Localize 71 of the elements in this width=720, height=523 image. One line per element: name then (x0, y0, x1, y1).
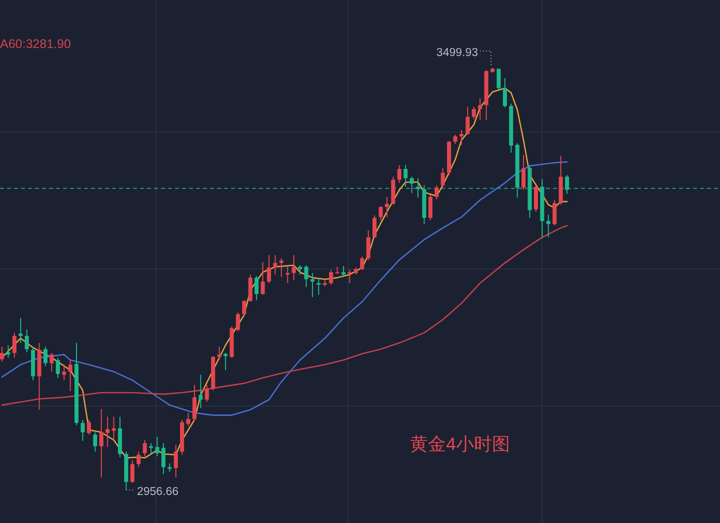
candlestick (217, 346, 222, 361)
candlestick (192, 384, 196, 422)
candlestick (260, 262, 265, 296)
candlestick (106, 416, 110, 448)
text: 3499.93 (436, 47, 478, 59)
candlestick (242, 300, 246, 316)
candlestick (534, 184, 538, 212)
candlestick (6, 344, 10, 358)
candlestick (93, 432, 98, 452)
candlestick (130, 460, 134, 484)
candlestick (341, 266, 346, 278)
candlestick (266, 254, 271, 284)
candlestick (360, 256, 364, 270)
candlestick (155, 436, 160, 457)
text: A60:3281.90 (0, 37, 71, 51)
candlestick (366, 230, 370, 260)
candlestick (198, 374, 203, 409)
candlestick (273, 254, 278, 276)
candlestick (236, 312, 240, 332)
candlestick (466, 106, 470, 136)
candlestick (472, 106, 476, 120)
candlestick (310, 272, 314, 298)
candlestick (136, 451, 141, 468)
candlestick (304, 264, 308, 288)
candlestick (248, 274, 252, 302)
candlestick (68, 360, 72, 392)
candlestick (43, 346, 48, 367)
candlestick (186, 412, 190, 427)
candlestick (552, 200, 557, 226)
candlestick (99, 408, 104, 478)
candlestick (50, 352, 54, 372)
candlestick (496, 68, 501, 90)
candlestick (478, 98, 482, 120)
candlestick (378, 206, 383, 221)
candlestick (62, 364, 66, 381)
candlestick (24, 329, 29, 353)
candlestick (459, 130, 464, 146)
annotation: 2956.66 (137, 486, 179, 498)
candlestick (0, 346, 4, 362)
candlestick (279, 258, 284, 278)
candlestick (384, 196, 389, 218)
candlestick (564, 174, 570, 194)
candlestick (453, 134, 458, 145)
candlestick (286, 266, 290, 284)
candlestick (316, 277, 321, 296)
candlestick (18, 318, 23, 344)
candlestick (372, 215, 377, 239)
candlestick (428, 194, 432, 221)
candlestick (397, 164, 402, 184)
candlestick (546, 214, 550, 238)
candlestick (348, 269, 352, 284)
candlestick (329, 269, 334, 286)
candlestick (112, 416, 116, 441)
candlestick (440, 168, 445, 188)
candlestick (254, 276, 259, 301)
candlestick (292, 254, 296, 281)
candlestick (522, 154, 526, 190)
candlestick (80, 419, 85, 442)
candlestick (56, 357, 60, 378)
candlestick (502, 78, 507, 108)
candlestick (161, 442, 166, 475)
candlestick (142, 440, 147, 457)
annotation: 黄金4小时图 (410, 434, 510, 454)
candlestick (86, 419, 91, 436)
candlestick (404, 164, 408, 188)
candlestick (174, 444, 178, 478)
candlestick (434, 184, 439, 200)
candlestick (410, 176, 414, 194)
candlestick (148, 442, 154, 454)
candlestick (204, 384, 209, 402)
candlestick (12, 332, 16, 358)
